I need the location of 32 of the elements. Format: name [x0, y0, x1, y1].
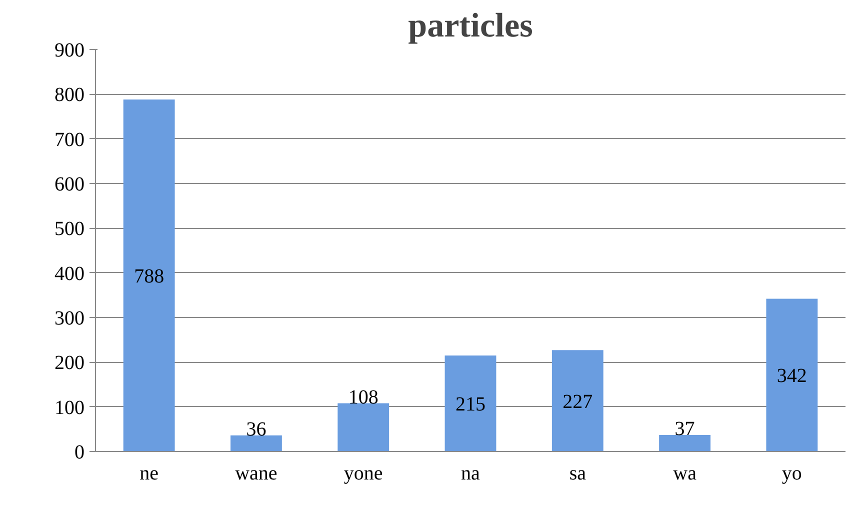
bar: [552, 350, 604, 452]
data-label: 342: [776, 365, 807, 388]
y-tick-label: 900: [54, 40, 84, 62]
x-tick-label: na: [461, 462, 480, 484]
data-label: 37: [674, 418, 695, 440]
x-tick-label: yo: [782, 462, 802, 484]
chart-title: particles: [408, 8, 533, 44]
y-tick-label: 0: [74, 442, 84, 464]
y-tick-label: 100: [54, 396, 84, 419]
data-label: 215: [456, 393, 486, 416]
data-label: 108: [348, 386, 378, 408]
y-tick-label: 300: [54, 308, 84, 330]
y-tick-label: 600: [54, 174, 84, 196]
y-tick-label: 200: [54, 352, 84, 374]
y-tick-label: 400: [54, 262, 84, 285]
bar: [230, 435, 282, 452]
x-tick-label: wane: [235, 462, 278, 484]
x-tick-label: yone: [344, 462, 383, 484]
x-tick-label: wa: [673, 462, 697, 484]
bar: [123, 100, 175, 452]
x-tick-label: sa: [569, 462, 586, 484]
y-tick-label: 800: [54, 84, 84, 106]
y-tick-label: 700: [54, 128, 84, 151]
bar: [659, 434, 710, 452]
data-label: 227: [562, 390, 593, 413]
x-tick-label: ne: [140, 462, 159, 484]
data-label: 36: [246, 418, 266, 440]
data-label: 788: [134, 266, 164, 288]
y-tick-label: 500: [54, 218, 84, 240]
bar: [444, 355, 496, 452]
bar: [766, 298, 818, 452]
bar: [338, 403, 390, 452]
